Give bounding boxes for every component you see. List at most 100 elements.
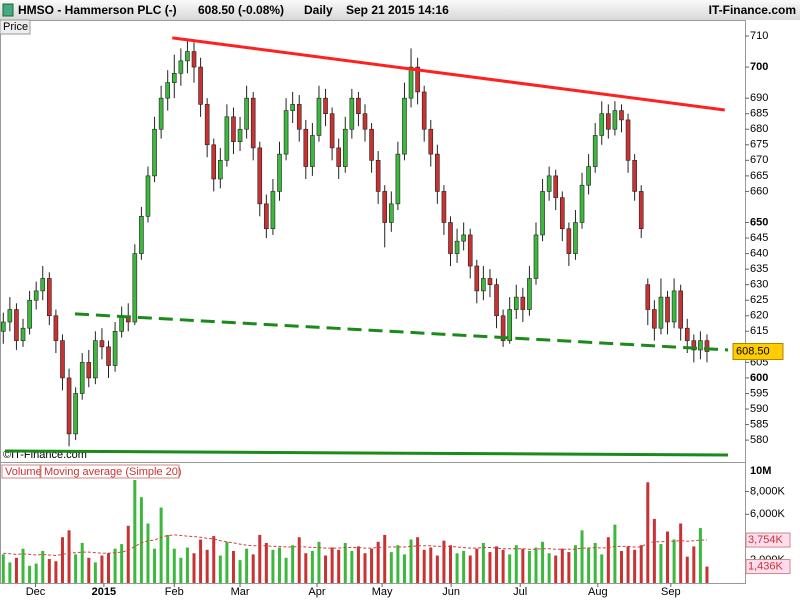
candle-body [592, 135, 598, 167]
candle-body [520, 296, 526, 310]
volume-bar [258, 534, 262, 583]
candle-body [40, 278, 46, 292]
candle-body [448, 222, 453, 254]
volume-bar [126, 525, 130, 583]
candle-body [533, 234, 539, 279]
moving-average [3, 534, 708, 557]
candle-body [408, 66, 414, 99]
price-label: Price [3, 21, 28, 33]
y-tick-label: 675 [750, 139, 768, 151]
y-tick-label: 645 [750, 232, 768, 244]
y-tick-label: 620 [750, 310, 768, 322]
y-tick-label: 635 [750, 263, 768, 275]
candle-body [152, 128, 157, 177]
volume-bar [633, 549, 637, 583]
volume-bar [350, 550, 354, 583]
volume-bar [383, 534, 387, 583]
candle-body [336, 147, 341, 167]
volume-bar [389, 552, 393, 583]
volume-bar [297, 537, 301, 583]
volume-bar [370, 548, 374, 583]
y-tick-label: 600 [750, 372, 768, 384]
candle-body [671, 290, 677, 323]
volume-bar [567, 552, 571, 583]
candle-body [211, 144, 217, 180]
candle-body [112, 331, 118, 366]
candle-body [356, 97, 361, 115]
volume-bar [172, 548, 176, 583]
candle-body [231, 116, 236, 142]
volume-bar [54, 561, 58, 583]
volume-bar [692, 546, 696, 583]
candle-body [658, 296, 664, 329]
candle-body [467, 234, 473, 267]
candle-body [119, 315, 124, 332]
volume-bar [304, 553, 308, 583]
y-tick-label: 6,000K [750, 508, 786, 520]
candle-body [14, 309, 19, 341]
volume-bar [343, 542, 347, 583]
volume-bar [666, 531, 670, 583]
volume-bar [199, 539, 203, 583]
volume-bar [317, 541, 321, 583]
candle-body [165, 82, 171, 99]
candle-body [106, 346, 111, 366]
volume-bar [554, 555, 558, 583]
legend-box [40, 464, 180, 479]
volume-bar [541, 541, 545, 583]
volume-bar [231, 550, 235, 583]
y-tick-label: 660 [750, 185, 768, 197]
x-tick-label: Aug [588, 586, 608, 598]
candle-body [481, 278, 486, 292]
volume-bar [113, 548, 117, 583]
candle-body [290, 104, 295, 111]
x-tick-label: Jul [513, 586, 527, 598]
volume-bar [264, 542, 268, 583]
candle-body [494, 284, 499, 317]
trendline [4, 449, 729, 457]
candle-body [53, 315, 59, 341]
candle-body [99, 340, 105, 348]
candle-body [303, 128, 309, 167]
candle-body [27, 299, 32, 329]
candle-body [461, 234, 466, 242]
header-site: IT-Finance.com [709, 3, 796, 17]
candle-body [296, 104, 302, 130]
volume-bar [225, 541, 229, 583]
candle-body [546, 175, 552, 192]
candle-body [349, 97, 355, 130]
volume-bar [705, 566, 709, 583]
candle-body [0, 321, 6, 332]
candle-body [310, 135, 315, 167]
last-value-label: 1,436K [748, 560, 784, 572]
volume-bar [409, 539, 413, 583]
volume-bar [133, 480, 137, 583]
y-tick-label: 670 [750, 154, 768, 166]
candle-body [619, 110, 624, 121]
candle-body [158, 97, 164, 130]
volume-bar [1, 554, 5, 583]
candle-body [33, 290, 39, 301]
candle-body [244, 97, 249, 130]
candle-body [316, 97, 322, 136]
y-tick-label: 665 [750, 170, 768, 182]
price-panel [0, 20, 746, 463]
candle-body [139, 215, 144, 254]
volume-bar [685, 556, 689, 583]
candle-body [47, 278, 52, 317]
candle-body [527, 278, 532, 310]
y-tick-label: 680 [750, 123, 768, 135]
volume-bar [310, 550, 314, 583]
candle-body [638, 191, 644, 230]
volume-bar [514, 545, 518, 583]
volume-bar [672, 539, 676, 583]
volume-bar [646, 482, 650, 583]
candle-body [428, 128, 434, 155]
volume-bar [14, 557, 18, 583]
candle-body [224, 116, 230, 161]
candle-body [145, 175, 151, 217]
volume-bar [34, 563, 38, 583]
y-tick-label: 690 [750, 92, 768, 104]
header-period: Daily [304, 3, 333, 17]
candle-body [665, 296, 670, 323]
